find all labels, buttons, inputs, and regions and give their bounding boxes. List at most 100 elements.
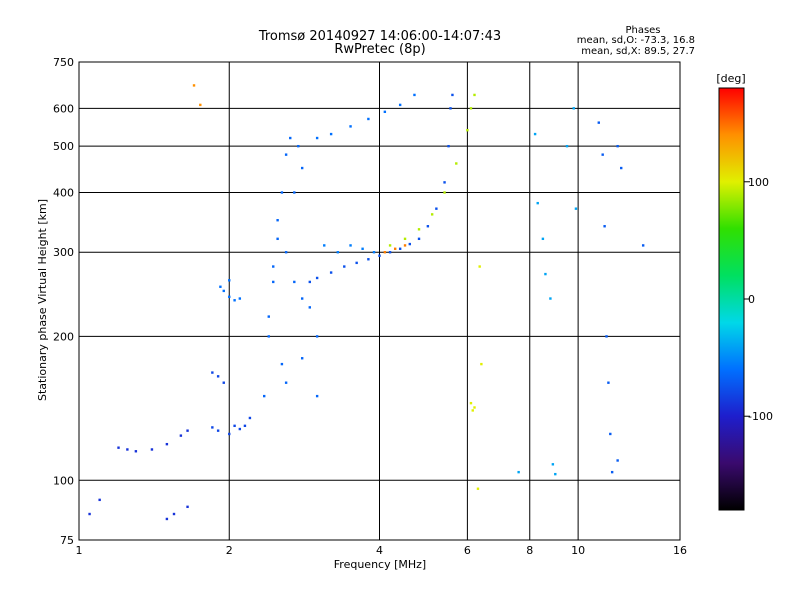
data-point [478,265,481,268]
data-point [443,191,446,194]
data-point [607,381,610,384]
data-point [300,166,304,170]
x-axis-label: Frequency [MHz] [334,558,426,571]
data-point [426,225,430,228]
data-point [297,144,300,148]
y-axis-ticks: 75 100 200 300 400 500 600 750 [53,56,74,547]
data-point [150,448,154,451]
data-point [413,93,416,97]
data-point [605,335,608,338]
y-tick-label: 600 [53,102,74,115]
data-point [536,201,539,205]
colorbar-tick-label: 100 [748,176,769,189]
data-point [300,357,304,360]
data-point [417,237,421,241]
data-point [473,406,476,409]
data-point [315,394,319,398]
data-point [272,265,275,268]
data-point [616,144,619,148]
data-point [473,93,476,97]
data-point [284,381,288,384]
y-tick-label: 300 [53,246,74,259]
data-point [378,254,381,257]
data-point [222,381,225,384]
data-point [451,93,454,97]
data-point [315,136,319,140]
data-point [88,512,91,516]
data-point [272,280,275,284]
data-point [620,166,623,170]
data-point [329,132,333,136]
data-point [388,244,392,247]
data-point [641,244,645,247]
data-point [597,121,600,124]
data-point [449,107,452,110]
colorbar-tick-label: -100 [748,410,773,423]
x-axis-ticks: 1 2 4 6 8 10 16 [76,544,688,557]
data-point [372,251,376,254]
data-point [469,107,473,110]
data-point [238,427,242,431]
data-point [544,272,547,276]
data-point [216,375,220,378]
data-point [179,434,183,437]
data-point [284,153,288,156]
data-point [228,295,231,299]
data-point [367,117,370,121]
data-point [447,144,450,148]
data-point [216,429,220,432]
data-point [435,207,438,210]
data-point [267,335,270,338]
data-point [388,251,392,254]
data-point [300,297,304,300]
data-point [471,409,474,412]
data-points [88,84,645,521]
data-point [517,470,520,474]
data-point [228,432,231,436]
chart-title: Tromsø 20140927 14:06:00-14:07:43 [258,29,501,44]
data-point [574,207,578,210]
data-point [126,448,129,451]
data-point [165,517,169,521]
data-point [117,446,120,449]
data-point [98,498,101,502]
data-point [355,261,358,265]
data-point [616,459,619,462]
data-point [165,442,169,446]
data-point [323,244,326,247]
data-point [243,424,247,428]
phases-line-x: mean, sd,X: 89.5, 27.7 [581,46,695,57]
data-point [329,271,333,274]
data-point [267,315,270,318]
data-point [554,472,557,476]
data-point [248,416,252,420]
x-tick-label: 2 [226,544,233,557]
data-point [192,84,196,87]
data-point [466,128,469,132]
data-point [417,228,421,231]
data-point [572,107,575,110]
data-point [308,280,311,284]
phases-line-o: mean, sd,O: -73.3, 16.8 [577,35,695,46]
data-point [367,258,370,261]
colorbar-gradient [718,87,745,511]
data-point [276,219,279,222]
data-point [233,299,236,302]
data-point [601,153,604,156]
data-point [289,136,292,140]
y-tick-label: 75 [60,534,74,547]
data-point [134,450,138,453]
data-point [393,247,397,250]
phases-heading: Phases [625,25,660,36]
data-point [172,512,176,516]
data-point [603,225,606,228]
data-point [280,362,284,366]
grid-lines [79,62,680,540]
data-point [609,432,612,436]
data-point [430,213,434,216]
data-point [476,487,480,490]
data-point [315,335,319,338]
data-point [349,244,352,247]
data-point [549,297,552,300]
data-point [383,251,387,254]
